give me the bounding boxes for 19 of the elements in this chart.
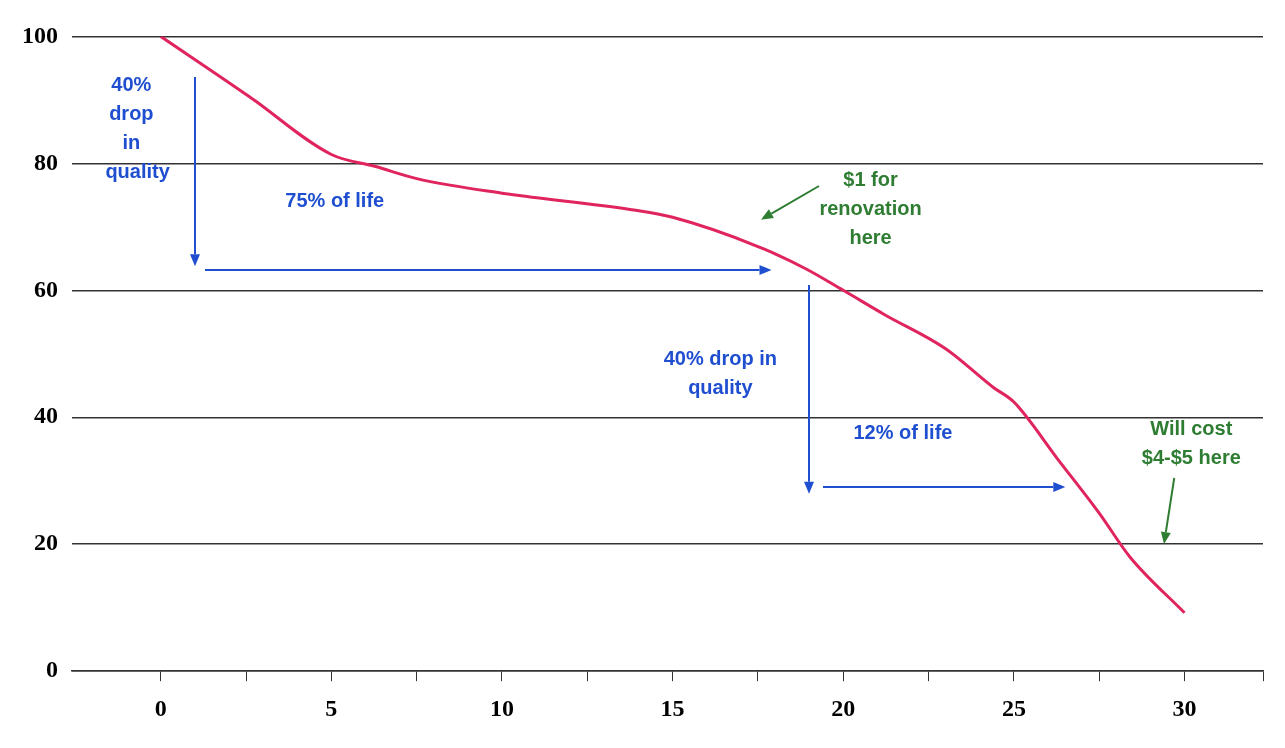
y-tick-label: 20 [34, 529, 58, 556]
x-tick-label: 20 [831, 694, 856, 721]
y-tick-label: 100 [22, 21, 58, 48]
y-tick-label: 80 [34, 148, 58, 175]
annotation: $1 for renovation here [818, 166, 923, 250]
x-tick-label: 30 [1172, 694, 1197, 721]
y-tick-label: 60 [34, 275, 58, 302]
annotation: 40% drop in quality [662, 345, 779, 400]
x-tick-label: 5 [325, 694, 338, 721]
y-tick-label: 0 [46, 656, 58, 683]
x-tick-label: 0 [154, 694, 167, 721]
y-tick-label: 40 [34, 402, 58, 429]
annotation: 40% drop in quality [105, 72, 170, 185]
annotation: Will cost $4-$5 here [1140, 415, 1242, 470]
x-tick-label: 10 [489, 694, 514, 721]
annotation: 75% of life [284, 187, 386, 213]
x-tick-label: 15 [660, 694, 685, 721]
annotation: 12% of life [852, 419, 954, 445]
x-tick-label: 25 [1001, 694, 1026, 721]
